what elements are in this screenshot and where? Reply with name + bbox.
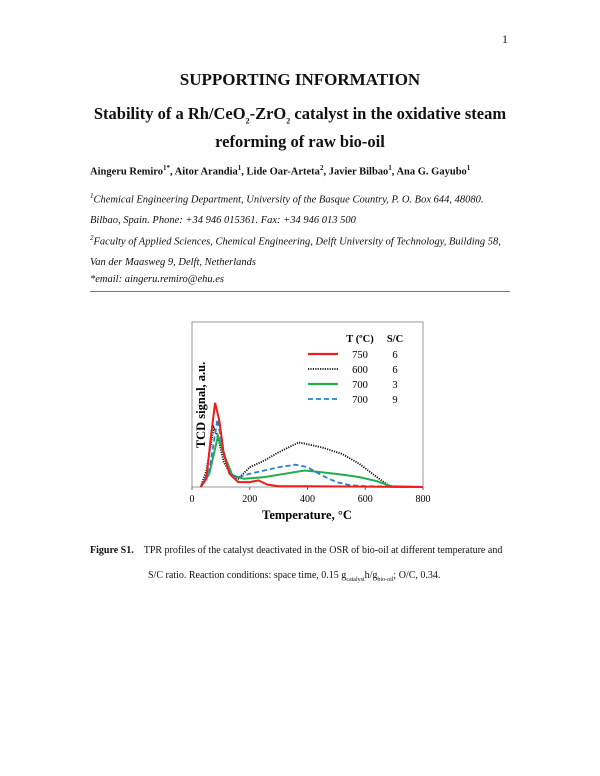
- aff-sup: 2: [90, 234, 94, 242]
- legend-temperature: 700: [352, 395, 368, 406]
- paper-title-line2: reforming of raw bio-oil: [215, 132, 385, 151]
- series-line-700-9: [199, 419, 424, 488]
- author: , Javier Bilbao: [323, 166, 389, 178]
- legend-temperature: 600: [352, 365, 368, 376]
- aff-sup: 1: [90, 192, 94, 200]
- paper-title-line1: Stability of a Rh/CeO2-ZrO2 catalyst in …: [0, 104, 600, 125]
- author-sup: 2: [319, 164, 324, 172]
- legend-sc: 6: [392, 350, 397, 361]
- aff-text: Faculty of Applied Sciences, Chemical En…: [90, 236, 501, 268]
- author: , Lide Oar-Arteta: [241, 166, 320, 178]
- affiliation-1: 1Chemical Engineering Department, Univer…: [90, 186, 515, 231]
- x-tick-label: 600: [358, 494, 373, 505]
- legend-temperature: 700: [352, 380, 368, 391]
- legend-header-sc: S/C: [387, 334, 403, 345]
- series-line-700-3: [199, 432, 424, 488]
- title-part: catalyst in the oxidative steam: [290, 104, 507, 123]
- x-tick-label: 400: [300, 494, 315, 505]
- x-tick-label: 200: [242, 494, 257, 505]
- legend-sc: 9: [392, 395, 397, 406]
- title-part: Stability of a Rh/CeO: [93, 104, 246, 123]
- figure-label: Figure S1.: [90, 545, 134, 556]
- author-sup: 1*: [163, 164, 171, 172]
- subscript: catalyst: [346, 577, 365, 583]
- figure-caption-line2: S/C ratio. Reaction conditions: space ti…: [148, 570, 440, 583]
- caption-text: S/C ratio. Reaction conditions: space ti…: [148, 570, 347, 581]
- author-sup: 1: [388, 164, 392, 172]
- page-title: SUPPORTING INFORMATION: [179, 70, 421, 89]
- page-number: 1: [502, 32, 508, 46]
- x-tick-label: 800: [416, 494, 431, 505]
- tpr-chart: 0 200 400 600 800 TCD signal, a.u. Temperatu…: [190, 321, 431, 522]
- author-sup: 1: [237, 164, 242, 172]
- figure-caption-line1: Figure S1. TPR profiles of the catalyst …: [90, 545, 502, 556]
- author: , Ana G. Gayubo: [391, 166, 467, 178]
- y-axis-label: TCD signal, a.u.: [194, 362, 208, 448]
- subscript: bio-oil: [377, 577, 394, 583]
- series-line-750-6: [199, 402, 424, 488]
- subscript: 2: [286, 116, 291, 126]
- email: *email: aingeru.remiro@ehu.es: [90, 274, 224, 285]
- legend-temperature: 750: [352, 350, 368, 361]
- caption-text: ; O/C, 0.34.: [393, 570, 441, 581]
- subscript: 2: [245, 116, 250, 126]
- caption-text: TPR profiles of the catalyst deactivated…: [143, 545, 503, 556]
- affiliation-2: 2Faculty of Applied Sciences, Chemical E…: [90, 228, 515, 273]
- legend-header-t: T (ºC): [346, 334, 374, 345]
- author: , Aitor Arandia: [170, 166, 238, 178]
- legend-sc: 3: [392, 380, 397, 391]
- title-part: -ZrO: [249, 104, 287, 123]
- x-axis-label: Temperature, °C: [262, 508, 352, 522]
- legend-sc: 6: [392, 365, 397, 376]
- divider: [90, 291, 510, 292]
- aff-text: Chemical Engineering Department, Univers…: [90, 194, 484, 226]
- author-list: Aingeru Remiro1*, Aitor Arandia1, Lide O…: [90, 164, 470, 178]
- author-sup: 1: [466, 164, 471, 172]
- x-tick-label: 0: [190, 494, 195, 505]
- author: Aingeru Remiro: [90, 166, 164, 178]
- caption-text: h/g: [364, 570, 378, 581]
